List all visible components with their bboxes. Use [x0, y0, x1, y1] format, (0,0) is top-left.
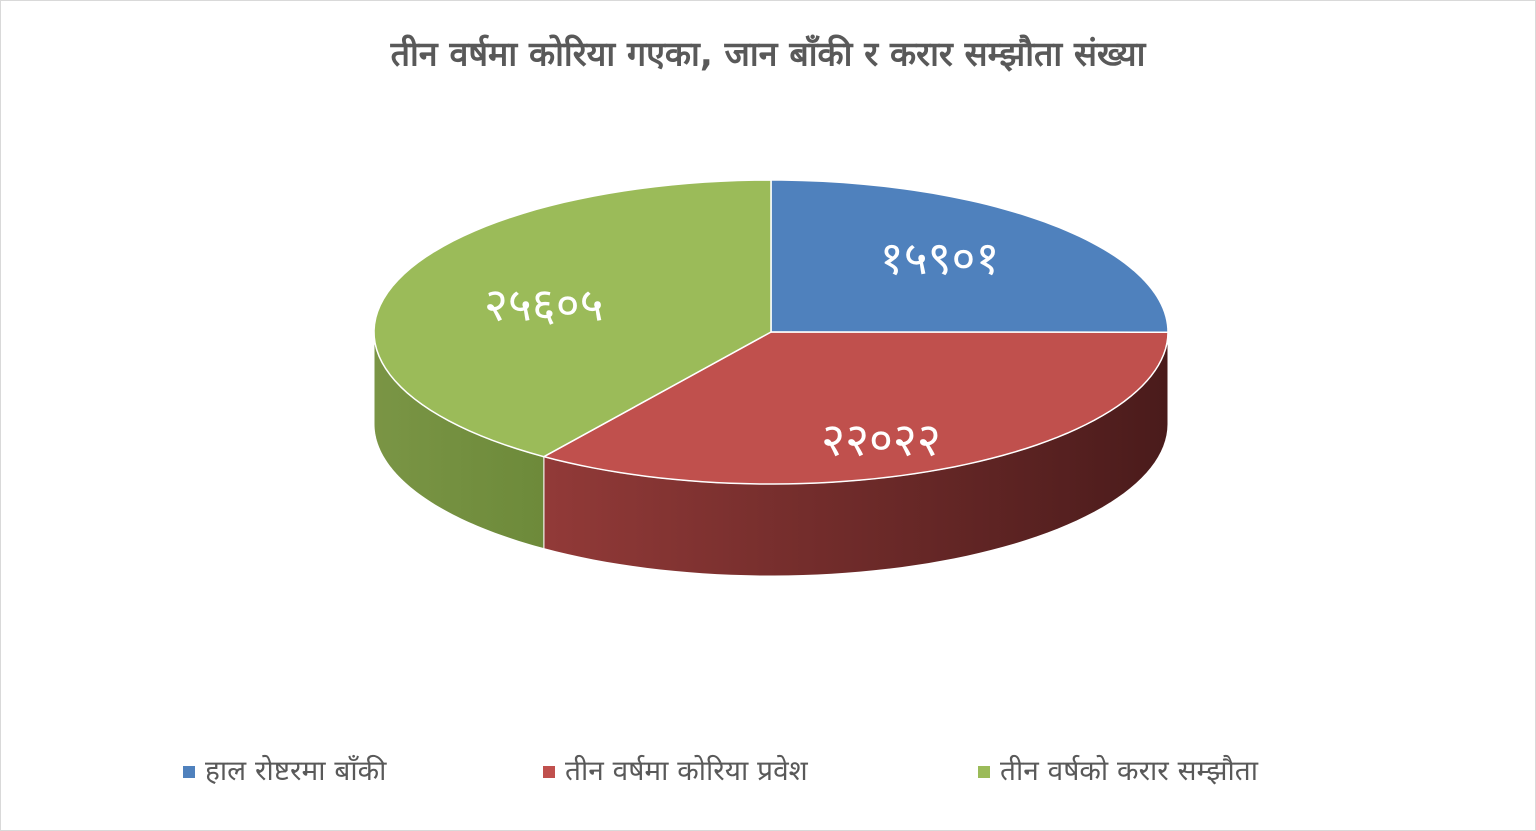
- legend-swatch: [183, 766, 195, 778]
- data-label: २५६०५: [484, 277, 604, 331]
- legend-label: तीन वर्षको करार सम्झौता: [1000, 754, 1259, 787]
- legend-swatch: [543, 766, 555, 778]
- pie-slice: [770, 179, 1169, 334]
- data-label: २२०२२: [821, 413, 941, 467]
- legend-label: तीन वर्षमा कोरिया प्रवेश: [565, 754, 809, 787]
- data-label: १५९०१: [880, 231, 1000, 285]
- legend-swatch: [978, 766, 990, 778]
- legend-label: हाल रोष्टरमा बाँकी: [205, 754, 387, 787]
- pie-slice: [373, 179, 772, 458]
- chart-title: तीन वर्षमा कोरिया गएका, जान बाँकी र करार…: [390, 34, 1147, 75]
- pie-slice: [541, 331, 1169, 485]
